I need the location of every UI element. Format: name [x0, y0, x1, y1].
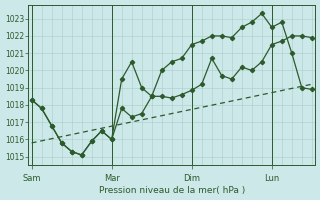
X-axis label: Pression niveau de la mer( hPa ): Pression niveau de la mer( hPa ) [99, 186, 245, 195]
